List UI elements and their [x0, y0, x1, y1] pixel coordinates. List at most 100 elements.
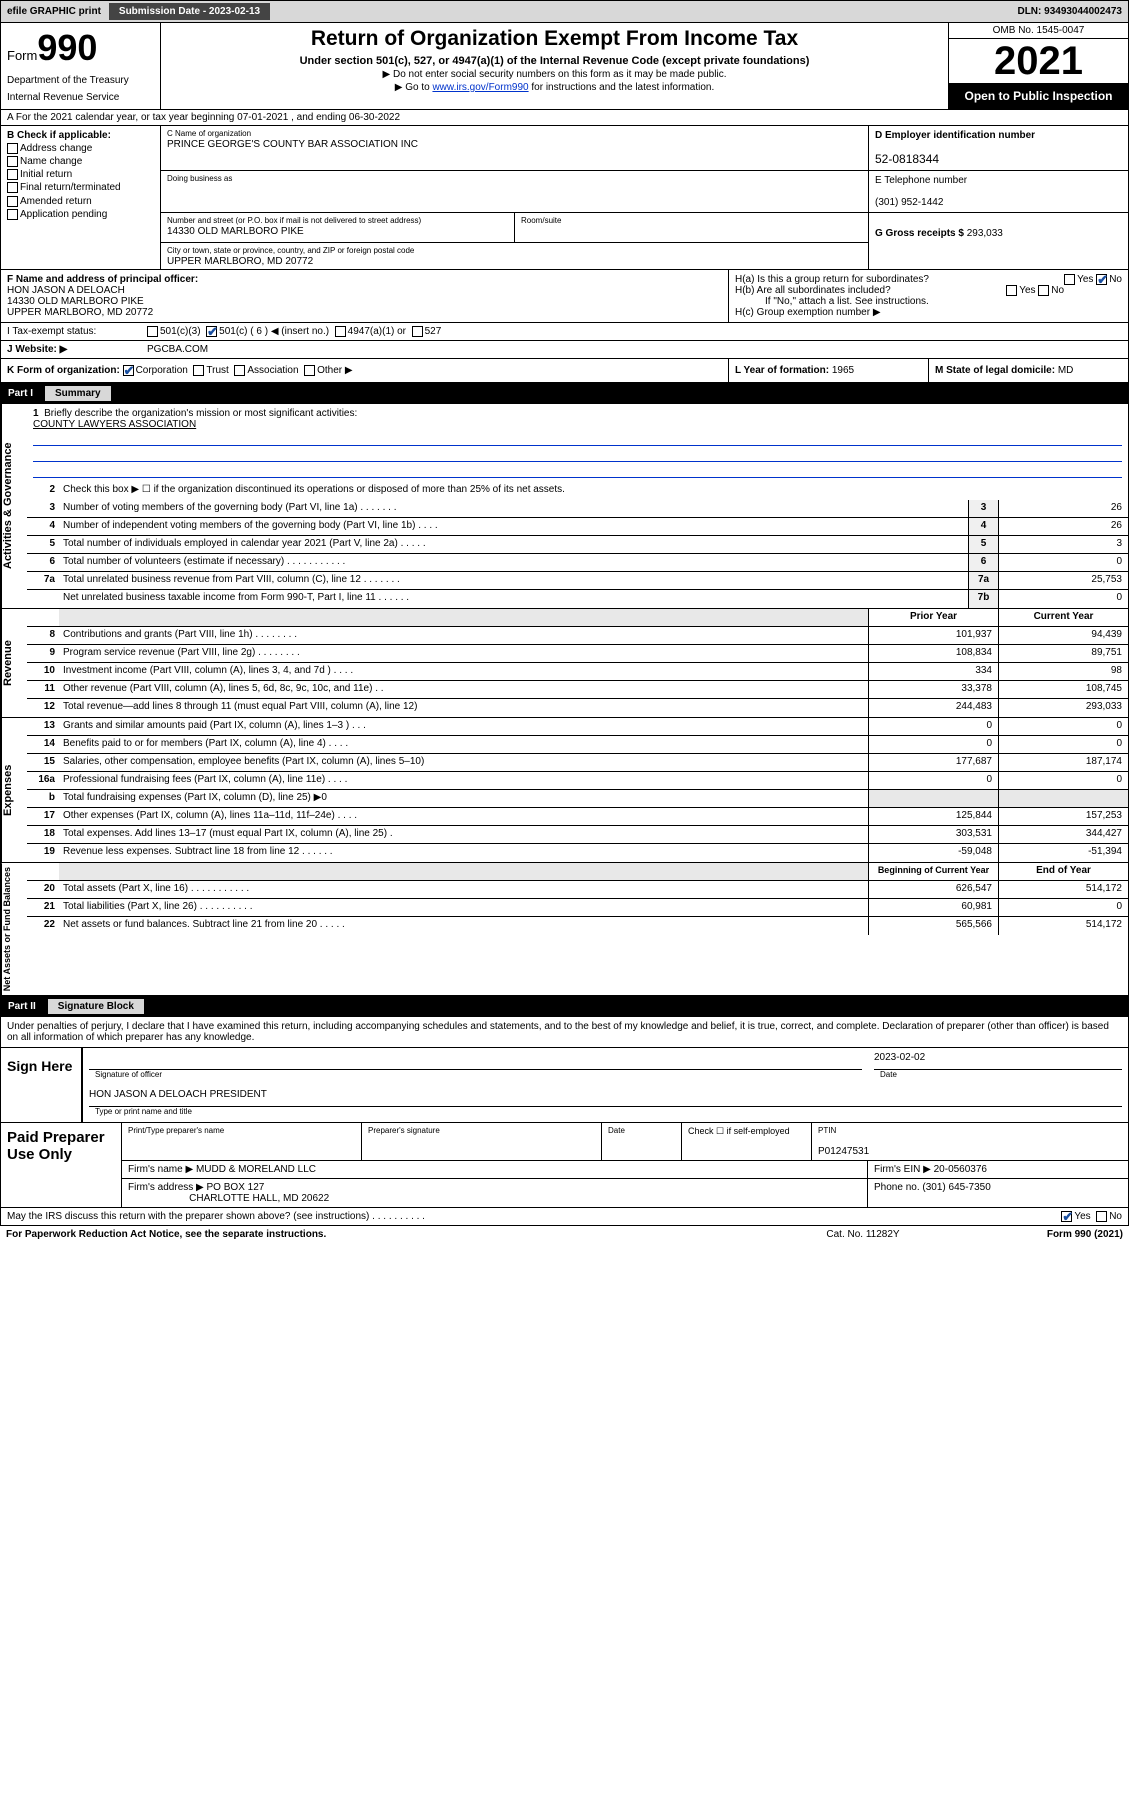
table-row: 22 Net assets or fund balances. Subtract…	[27, 917, 1128, 935]
table-row: 14 Benefits paid to or for members (Part…	[27, 736, 1128, 754]
line-text: Total fundraising expenses (Part IX, col…	[59, 790, 868, 807]
checkbox-icon[interactable]	[193, 365, 204, 376]
table-row: 15 Salaries, other compensation, employe…	[27, 754, 1128, 772]
table-row: 19 Revenue less expenses. Subtract line …	[27, 844, 1128, 862]
checkbox-icon[interactable]	[123, 365, 134, 376]
col-g: G Gross receipts $ 293,033	[868, 213, 1128, 243]
i-o3: 4947(a)(1) or	[348, 326, 406, 337]
checkbox-icon[interactable]	[335, 326, 346, 337]
preparer-label: Paid Preparer Use Only	[1, 1123, 121, 1207]
prior-val	[868, 790, 998, 807]
curr-val: 108,745	[998, 681, 1128, 698]
side-exp: Expenses	[1, 718, 27, 862]
city-val: UPPER MARLBORO, MD 20772	[167, 256, 313, 267]
efile-label: efile GRAPHIC print	[1, 4, 107, 19]
sig-date: 2023-02-02	[874, 1052, 1122, 1070]
line-num: 12	[27, 699, 59, 717]
line-text: Salaries, other compensation, employee b…	[59, 754, 868, 771]
line-text: Net unrelated business taxable income fr…	[59, 590, 968, 608]
curr-val: 0	[998, 772, 1128, 789]
line-num	[27, 590, 59, 608]
table-row: 17 Other expenses (Part IX, column (A), …	[27, 808, 1128, 826]
sig-intro: Under penalties of perjury, I declare th…	[0, 1017, 1129, 1048]
curr-val: 187,174	[998, 754, 1128, 771]
table-row: 3 Number of voting members of the govern…	[27, 500, 1128, 518]
checkbox-icon[interactable]	[1006, 285, 1017, 296]
curr-val: 0	[998, 899, 1128, 916]
org-name: PRINCE GEORGE'S COUNTY BAR ASSOCIATION I…	[167, 139, 418, 150]
curr-val: 94,439	[998, 627, 1128, 644]
b-item-2[interactable]: Initial return	[7, 169, 154, 180]
prior-val: -59,048	[868, 844, 998, 862]
city-lbl: City or town, state or province, country…	[167, 246, 414, 255]
checkbox-icon[interactable]	[7, 156, 18, 167]
line-num: 7a	[27, 572, 59, 589]
part-ii-title: Signature Block	[48, 999, 144, 1014]
curr-val: 514,172	[998, 881, 1128, 898]
checkbox-icon[interactable]	[1064, 274, 1075, 285]
f-addr2: UPPER MARLBORO, MD 20772	[7, 307, 153, 318]
net-body: Beginning of Current Year End of Year 20…	[27, 863, 1128, 995]
line-text: Other expenses (Part IX, column (A), lin…	[59, 808, 868, 825]
prep-h5: PTIN	[818, 1126, 1122, 1135]
line-num: 16a	[27, 772, 59, 789]
checkbox-icon[interactable]	[7, 196, 18, 207]
checkbox-icon[interactable]	[206, 326, 217, 337]
checkbox-icon[interactable]	[234, 365, 245, 376]
f-cell: F Name and address of principal officer:…	[1, 270, 728, 322]
curr-val: 89,751	[998, 645, 1128, 662]
submission-date-btn[interactable]: Submission Date - 2023-02-13	[109, 3, 270, 20]
prior-val: 303,531	[868, 826, 998, 843]
checkbox-icon[interactable]	[7, 209, 18, 220]
checkbox-icon[interactable]	[412, 326, 423, 337]
street-val: 14330 OLD MARLBORO PIKE	[167, 226, 304, 237]
checkbox-icon[interactable]	[7, 143, 18, 154]
col-e: E Telephone number (301) 952-1442	[868, 171, 1128, 213]
line-box: 7a	[968, 572, 998, 589]
checkbox-icon[interactable]	[304, 365, 315, 376]
b-item-4[interactable]: Amended return	[7, 196, 154, 207]
discuss-row: May the IRS discuss this return with the…	[0, 1208, 1129, 1226]
b-item-3[interactable]: Final return/terminated	[7, 182, 154, 193]
prep-h4[interactable]: Check ☐ if self-employed	[682, 1123, 812, 1160]
checkbox-icon[interactable]	[1061, 1211, 1072, 1222]
checkbox-icon[interactable]	[1038, 285, 1049, 296]
checkbox-icon[interactable]	[1096, 1211, 1107, 1222]
line-num: 19	[27, 844, 59, 862]
line-text: Net assets or fund balances. Subtract li…	[59, 917, 868, 935]
hdr-curr: Current Year	[998, 609, 1128, 626]
curr-val: 98	[998, 663, 1128, 680]
part-ii-num: Part II	[8, 1001, 36, 1012]
b-item-5[interactable]: Application pending	[7, 209, 154, 220]
dba-lbl: Doing business as	[167, 174, 232, 183]
g-val: 293,033	[967, 228, 1003, 239]
website-val: PGCBA.COM	[147, 344, 208, 355]
line-num: 10	[27, 663, 59, 680]
i-o2: 501(c) ( 6 ) ◀ (insert no.)	[219, 326, 329, 337]
b-item-0[interactable]: Address change	[7, 143, 154, 154]
b-item-1[interactable]: Name change	[7, 156, 154, 167]
mission-line	[33, 464, 1122, 478]
street-lbl: Number and street (or P.O. box if mail i…	[167, 216, 421, 225]
checkbox-icon[interactable]	[147, 326, 158, 337]
checkbox-icon[interactable]	[1096, 274, 1107, 285]
irs-link[interactable]: www.irs.gov/Form990	[432, 82, 528, 93]
gov-section: Activities & Governance 1 Briefly descri…	[0, 404, 1129, 609]
line-text: Number of voting members of the governin…	[59, 500, 968, 517]
h-a: H(a) Is this a group return for subordin…	[735, 274, 1122, 285]
officer-sig-line[interactable]	[89, 1052, 862, 1070]
col-c: C Name of organization PRINCE GEORGE'S C…	[161, 126, 1128, 269]
header-mid: Return of Organization Exempt From Incom…	[161, 23, 948, 109]
prep-phone: (301) 645-7350	[922, 1182, 990, 1193]
line-a: A For the 2021 calendar year, or tax yea…	[0, 110, 1129, 126]
form-subtitle: Under section 501(c), 527, or 4947(a)(1)…	[169, 55, 940, 67]
line-box: 6	[968, 554, 998, 571]
line-text: Total assets (Part X, line 16) . . . . .…	[59, 881, 868, 898]
line-box: 3	[968, 500, 998, 517]
checkbox-icon[interactable]	[7, 169, 18, 180]
line-text: Total number of volunteers (estimate if …	[59, 554, 968, 571]
prior-val: 0	[868, 736, 998, 753]
line-num: 15	[27, 754, 59, 771]
checkbox-icon[interactable]	[7, 182, 18, 193]
table-row: b Total fundraising expenses (Part IX, c…	[27, 790, 1128, 808]
